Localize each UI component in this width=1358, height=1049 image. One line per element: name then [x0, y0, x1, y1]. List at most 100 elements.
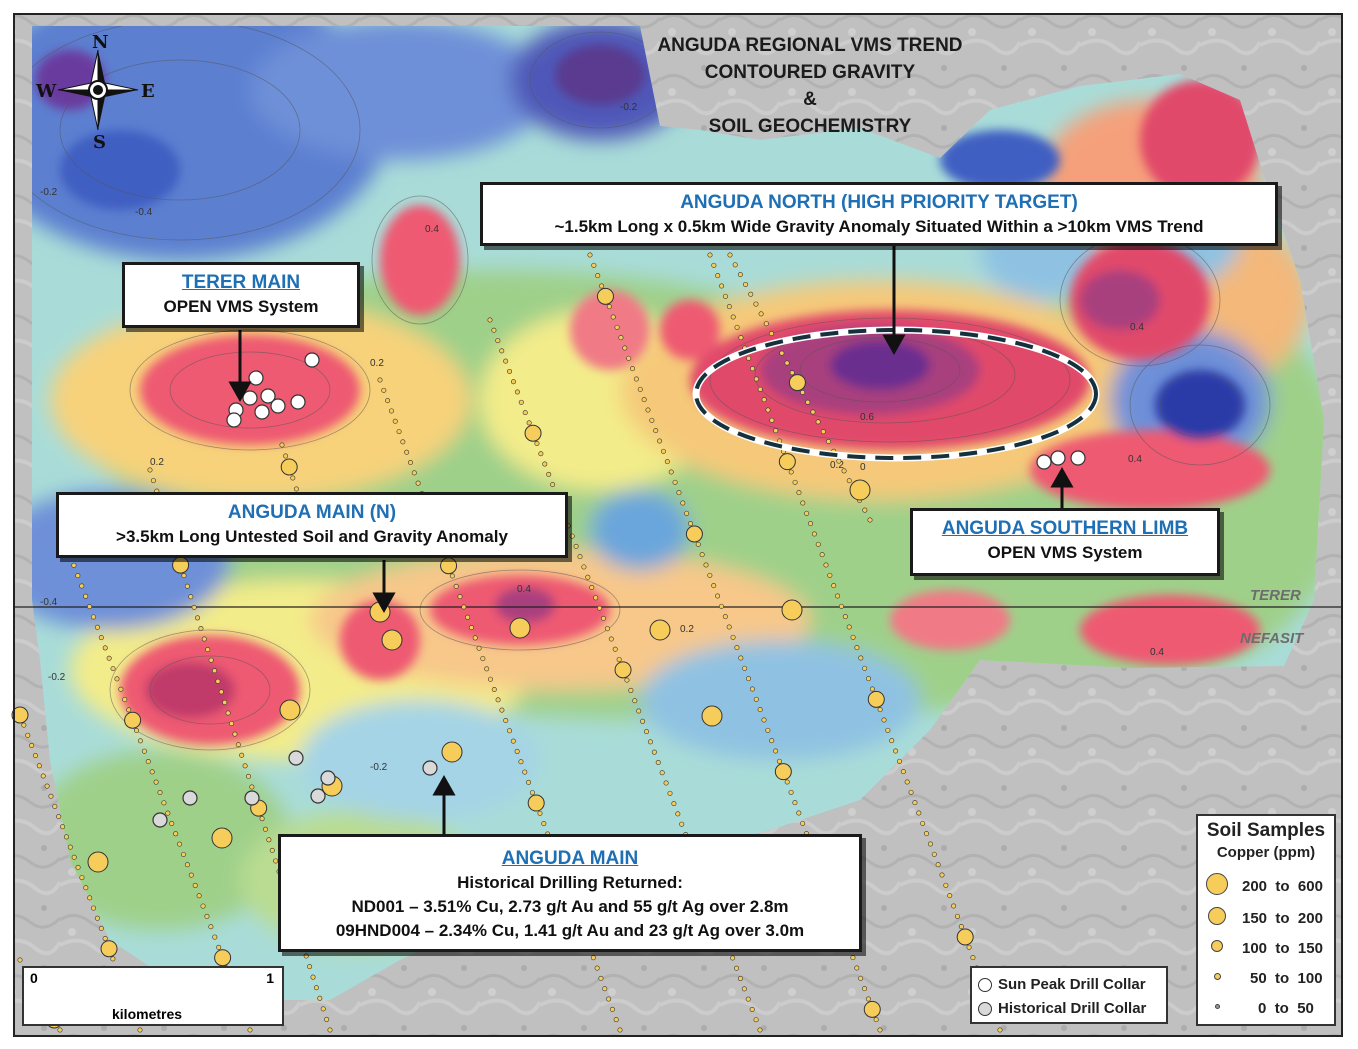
soil-sample-point	[641, 397, 647, 403]
arrow-anguda-southern-limb	[1050, 466, 1074, 512]
legend-class-row: 150 to 200	[1198, 906, 1334, 932]
contour-label: 0.4	[1128, 454, 1142, 465]
soil-sample-point	[881, 717, 887, 723]
soil-sample-point	[867, 517, 873, 523]
soil-sample-point	[122, 697, 128, 703]
contour-label: 0.4	[1130, 322, 1144, 333]
soil-sample-point	[632, 698, 638, 704]
soil-sample-point	[667, 790, 673, 796]
soil-sample-point	[218, 689, 224, 695]
soil-sample-point	[614, 324, 620, 330]
soil-sample-point	[63, 834, 69, 840]
soil-sample-point	[280, 458, 298, 476]
soil-sample-point	[726, 304, 732, 310]
callout-terer-main: TERER MAIN OPEN VMS System	[122, 262, 360, 328]
contour-label: 0.2	[370, 358, 384, 369]
soil-sample-point	[742, 665, 748, 671]
drill-collar-legend: Sun Peak Drill Collar Historical Drill C…	[970, 966, 1168, 1024]
soil-sample-point	[761, 717, 767, 723]
callout-heading: ANGUDA NORTH (HIGH PRIORITY TARGET)	[680, 192, 1078, 213]
soil-sample-point	[862, 986, 868, 992]
soil-sample-point	[259, 816, 265, 822]
soil-sample-point	[757, 1027, 763, 1033]
soil-sample-point	[83, 885, 89, 891]
soil-sample-point	[98, 925, 104, 931]
soil-sample-point	[711, 262, 717, 268]
soil-sample-point	[956, 928, 974, 946]
soil-sample-point	[468, 625, 474, 631]
soil-sample-point	[800, 389, 806, 395]
historical-drill-collar	[182, 790, 198, 806]
soil-sample-point	[212, 668, 218, 674]
soil-sample-point	[877, 707, 883, 713]
soil-sample-point	[208, 657, 214, 663]
class-to: 600	[1297, 878, 1323, 895]
soil-sample-point	[392, 418, 398, 424]
soil-sample-point	[40, 773, 46, 779]
soil-sample-point	[737, 272, 743, 278]
soil-sample-point	[510, 738, 516, 744]
arrow-terer-main	[228, 330, 252, 403]
soil-sample-point	[518, 399, 524, 405]
soil-sample-point	[67, 844, 73, 850]
soil-sample-point	[94, 624, 100, 630]
soil-sample-point	[703, 562, 709, 568]
scale-end: 1	[266, 970, 274, 986]
soil-sample-point	[734, 965, 740, 971]
soil-sample-point	[836, 458, 842, 464]
map-title: ANGUDA REGIONAL VMS TREND CONTOURED GRAV…	[600, 32, 1020, 140]
soil-sample-point	[730, 634, 736, 640]
soil-sample-point	[773, 428, 779, 434]
sun-peak-drill-collar	[242, 390, 258, 406]
soil-sample-point	[102, 936, 108, 942]
class-to: 150	[1297, 940, 1323, 957]
soil-sample-point	[676, 490, 682, 496]
soil-sample-point	[769, 417, 775, 423]
sun-peak-collar-symbol	[978, 978, 992, 993]
soil-sample-point	[622, 345, 628, 351]
soil-sample-point	[273, 858, 279, 864]
soil-sample-point	[734, 645, 740, 651]
soil-sample-point	[958, 924, 964, 930]
soil-sample-point	[612, 646, 618, 652]
contour-label: -0.2	[620, 102, 638, 113]
arrow-anguda-main-n	[372, 560, 396, 614]
region-label-nefasit: NEFASIT	[1240, 630, 1304, 647]
soil-sample-point	[695, 541, 701, 547]
soil-sample-point	[377, 377, 383, 383]
soil-sample-point	[904, 779, 910, 785]
soil-sample-point	[110, 956, 116, 962]
class-from: 150	[1242, 910, 1268, 927]
soil-sample-point	[854, 965, 860, 971]
soil-sample-point	[924, 831, 930, 837]
region-label-terer: TERER	[1250, 587, 1301, 604]
soil-sample-point-high	[701, 705, 723, 727]
north-arrow-compass: N S E W	[35, 32, 155, 153]
callout-text: OPEN VMS System	[163, 297, 319, 316]
soil-sample-point	[465, 614, 471, 620]
class-from: 100	[1242, 940, 1268, 957]
soil-sample-point	[534, 440, 540, 446]
soil-sample-point	[137, 738, 143, 744]
soil-sample-point-high	[649, 619, 671, 641]
soil-sample-point	[134, 728, 140, 734]
soil-sample-point	[711, 583, 717, 589]
callout-text: >3.5km Long Untested Soil and Gravity An…	[116, 527, 508, 546]
soil-sample-point	[606, 996, 612, 1002]
soil-sample-point	[293, 486, 299, 492]
soil-sample-point	[385, 398, 391, 404]
soil-sample-point	[788, 789, 794, 795]
soil-sample-point	[745, 996, 751, 1002]
soil-sample-point	[776, 758, 782, 764]
soil-sample-point	[616, 657, 622, 663]
soil-sample-point	[815, 541, 821, 547]
soil-sample-point	[610, 314, 616, 320]
soil-sample-point	[216, 944, 222, 950]
legend-class-row: 100 to 150	[1198, 936, 1334, 962]
soil-sample-point	[522, 769, 528, 775]
soil-sample-point	[765, 407, 771, 413]
soil-symbol-medium-large	[1208, 907, 1226, 925]
soil-sample-point	[71, 854, 77, 860]
soil-sample-point	[644, 729, 650, 735]
soil-sample-point	[896, 758, 902, 764]
